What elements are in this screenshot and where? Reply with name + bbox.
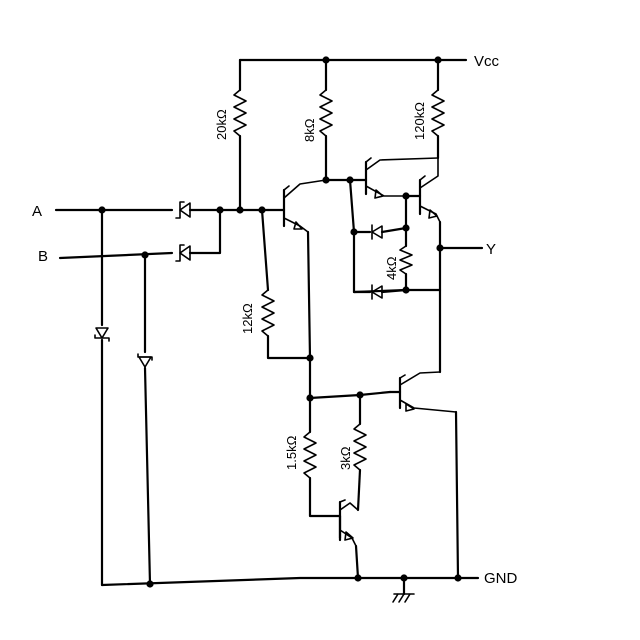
resistor-120k-label: 120kΩ: [412, 102, 427, 140]
resistor-8k-label: 8kΩ: [302, 118, 317, 142]
input-b: B: [38, 248, 174, 265]
gnd-label: GND: [484, 570, 518, 587]
diode-network: [348, 178, 442, 300]
vcc-rail: Vcc: [238, 53, 500, 70]
clamp-diode-a: [94, 208, 110, 587]
resistor-8k: 8kΩ: [302, 58, 333, 182]
output-y-label: Y: [486, 241, 496, 258]
resistor-4k-label: 4kΩ: [384, 256, 399, 280]
gnd-rail: GND: [100, 570, 518, 603]
input-diode-b: [175, 208, 222, 262]
resistor-12k-label: 12kΩ: [240, 303, 255, 334]
transistor-q2: [324, 157, 439, 199]
resistor-20k-label: 20kΩ: [214, 109, 229, 140]
input-a-label: A: [32, 203, 42, 220]
resistor-120k: 120kΩ: [412, 58, 445, 160]
resistor-1-5k-label: 1.5kΩ: [284, 435, 299, 470]
transistor-q5: [338, 499, 360, 580]
input-diode-a: [175, 201, 270, 219]
resistor-3k-label: 3kΩ: [338, 446, 353, 470]
resistor-1-5k: 1.5kΩ: [284, 396, 342, 518]
ground-symbol-icon: [392, 576, 415, 603]
transistor-q1: [266, 179, 327, 360]
resistor-12k: 12kΩ: [240, 208, 312, 360]
junction-dots: [98, 56, 462, 588]
input-a: A: [32, 203, 174, 220]
input-b-label: B: [38, 248, 48, 265]
output-y: Y: [438, 241, 496, 258]
resistor-20k: 20kΩ: [214, 58, 247, 212]
resistor-3k: 3kΩ: [338, 393, 367, 512]
resistor-4k: 4kΩ: [384, 226, 413, 292]
transistor-q3: [402, 157, 442, 374]
transistor-q4: [308, 356, 460, 580]
vcc-label: Vcc: [474, 53, 500, 70]
clamp-diode-b: [137, 253, 153, 586]
